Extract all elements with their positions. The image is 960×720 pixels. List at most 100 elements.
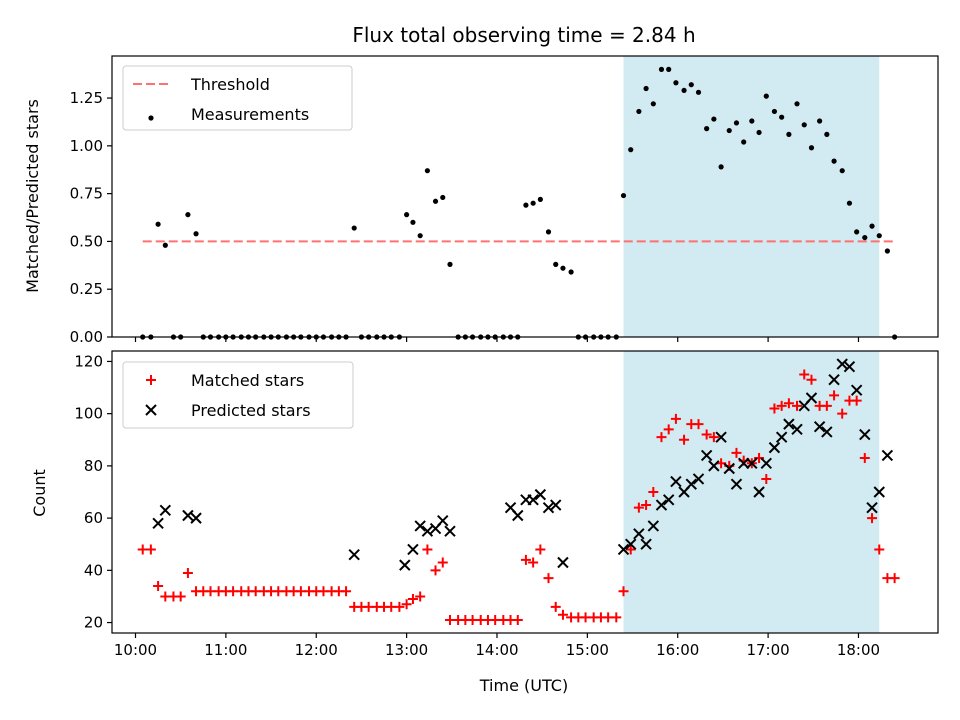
measurement-point [786,131,792,137]
measurement-point [545,229,552,235]
matched-star-point [656,432,667,443]
measurement-point [673,80,679,86]
predicted-star-point [836,358,848,370]
x-tick-label: 10:00 [114,641,157,659]
measurement-point [658,66,665,72]
measurement-point [733,120,740,126]
matched-star-point [663,424,674,435]
matched-star-point [512,614,523,625]
predicted-star-point [407,543,419,556]
matched-star-point [528,557,539,568]
predicted-star-point [873,486,885,498]
measurement-point [756,129,762,136]
predicted-star-point [640,538,652,550]
matched-star-point [641,500,652,511]
matched-star-point [701,429,712,440]
matched-star-point [783,398,794,409]
matched-star-point [776,400,787,411]
measurement-point [628,147,634,153]
matched-star-point [670,413,681,424]
measurement-point [831,158,837,164]
measurement-point [824,131,830,137]
measurement-point [726,127,732,134]
matched-star-point [874,544,885,555]
measurement-point [718,164,724,170]
predicted-star-point [655,499,668,511]
matched-star-point [535,544,546,555]
predicted-star-point [617,543,630,556]
matched-star-point [182,567,193,578]
predicted-star-point [550,499,562,511]
x-tick-label: 16:00 [656,641,699,659]
matched-star-point [145,544,156,555]
measurement-point [568,269,574,275]
measurement-point [162,242,168,248]
matched-star-point [851,395,862,406]
measurement-point [704,126,710,132]
predicted-star-point [843,360,856,373]
measurement-point [424,168,430,174]
bottom-y-axis-label: Count [30,469,49,517]
measurement-point [432,198,439,204]
measurement-point [185,212,191,218]
predicted-star-point [881,449,894,462]
matched-star-point [633,502,644,513]
predicted-star-point [444,525,456,537]
matched-star-point [430,565,441,576]
predicted-star-point [414,520,426,532]
matched-star-point [153,581,164,591]
measurement-point [440,194,446,201]
legend-box [122,65,353,131]
x-tick-label: 11:00 [204,641,247,659]
y-tick-label: 60 [84,509,103,527]
predicted-star-point [190,512,202,524]
predicted-star-point [625,538,637,550]
matched-star-point [341,586,352,597]
measurement-point [417,233,423,239]
y-tick-label: 0.00 [70,328,103,346]
measurement-point [801,122,807,128]
measurement-point [794,101,800,107]
matched-star-point [761,473,772,484]
matched-star-point [806,374,817,385]
measurement-point [643,85,649,92]
predicted-star-point [805,392,818,404]
shaded-interval [623,351,880,633]
measurement-point [523,202,529,208]
matched-star-point [821,400,832,411]
measurement-point [862,234,868,241]
predicted-star-point [775,431,788,443]
predicted-star-point [348,548,360,561]
measurement-point [155,221,161,227]
y-tick-label: 80 [84,457,103,475]
matched-star-point [799,369,810,380]
predicted-star-point [791,423,803,436]
x-axis-label: Time (UTC) [479,676,568,695]
predicted-star-point [768,441,781,454]
measurement-point [854,229,860,235]
x-tick-label: 13:00 [385,641,428,659]
matched-star-point [422,544,433,555]
y-tick-label: 0.50 [70,232,103,250]
matched-star-point [175,591,186,602]
legend-entry-label: Threshold [190,75,270,94]
predicted-star-point [670,475,682,488]
plot-frame [111,55,939,338]
plot-frame [111,350,939,634]
matched-star-point [648,487,659,497]
predicted-star-point [633,528,645,540]
predicted-star-point [685,478,697,490]
predicted-star-point [859,428,871,441]
matched-star-point [611,612,622,623]
measurement-point [741,139,747,145]
measurement-point [681,87,687,94]
matched-star-point [550,601,561,612]
measurement-point [193,231,199,237]
y-tick-label: 120 [74,352,103,370]
predicted-star-point [746,457,758,469]
measurement-point [404,212,410,218]
shaded-interval [623,56,880,337]
matched-star-point [731,447,742,458]
measurement-point [869,223,875,229]
